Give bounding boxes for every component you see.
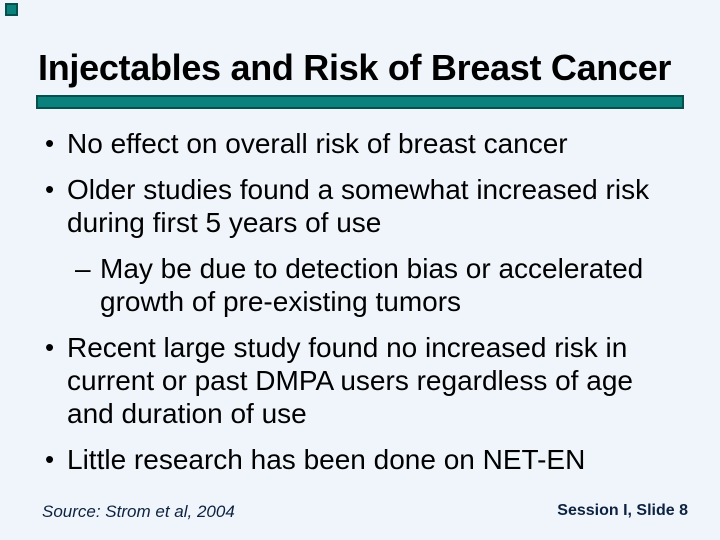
bullet-text: No effect on overall risk of breast canc…	[67, 128, 568, 159]
dash-icon: –	[75, 253, 91, 284]
list-item: • Recent large study found no increased …	[0, 331, 720, 430]
slide-number: Session I, Slide 8	[557, 502, 688, 519]
bullet-text: Little research has been done on NET-EN	[67, 444, 586, 475]
bullet-text: Older studies found a somewhat increased…	[67, 174, 650, 238]
source-note: Source: Strom et al, 2004	[42, 502, 235, 521]
bullet-icon: •	[45, 128, 55, 158]
list-item: • No effect on overall risk of breast ca…	[0, 127, 720, 160]
bullet-icon: •	[45, 174, 55, 204]
bullet-icon: •	[45, 332, 55, 362]
list-item: • Older studies found a somewhat increas…	[0, 173, 720, 239]
list-item-sub: – May be due to detection bias or accele…	[0, 252, 720, 318]
bullet-icon: •	[45, 444, 55, 474]
bullet-list: • No effect on overall risk of breast ca…	[0, 127, 720, 489]
corner-accent-square	[5, 3, 18, 16]
bullet-text: May be due to detection bias or accelera…	[100, 253, 644, 317]
bullet-text: Recent large study found no increased ri…	[67, 332, 633, 429]
slide-title: Injectables and Risk of Breast Cancer	[38, 47, 672, 88]
list-item: • Little research has been done on NET-E…	[0, 443, 720, 476]
title-underline-bar	[36, 95, 684, 109]
